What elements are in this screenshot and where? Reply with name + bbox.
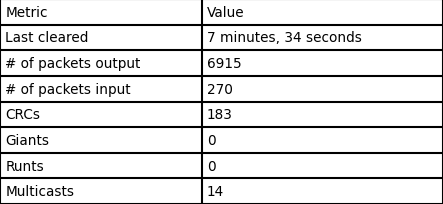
Text: Metric: Metric xyxy=(5,6,48,20)
Text: CRCs: CRCs xyxy=(5,108,40,122)
Text: 14: 14 xyxy=(207,184,224,198)
Text: Runts: Runts xyxy=(5,159,44,173)
Text: # of packets output: # of packets output xyxy=(5,57,141,71)
Text: 270: 270 xyxy=(207,82,233,96)
Text: 0: 0 xyxy=(207,159,215,173)
Text: 6915: 6915 xyxy=(207,57,241,71)
Text: Value: Value xyxy=(207,6,245,20)
Text: Giants: Giants xyxy=(5,133,49,147)
Text: 0: 0 xyxy=(207,133,215,147)
Text: Last cleared: Last cleared xyxy=(5,31,89,45)
Text: # of packets input: # of packets input xyxy=(5,82,131,96)
Text: Multicasts: Multicasts xyxy=(5,184,74,198)
Text: 183: 183 xyxy=(207,108,233,122)
Text: 7 minutes, 34 seconds: 7 minutes, 34 seconds xyxy=(207,31,362,45)
